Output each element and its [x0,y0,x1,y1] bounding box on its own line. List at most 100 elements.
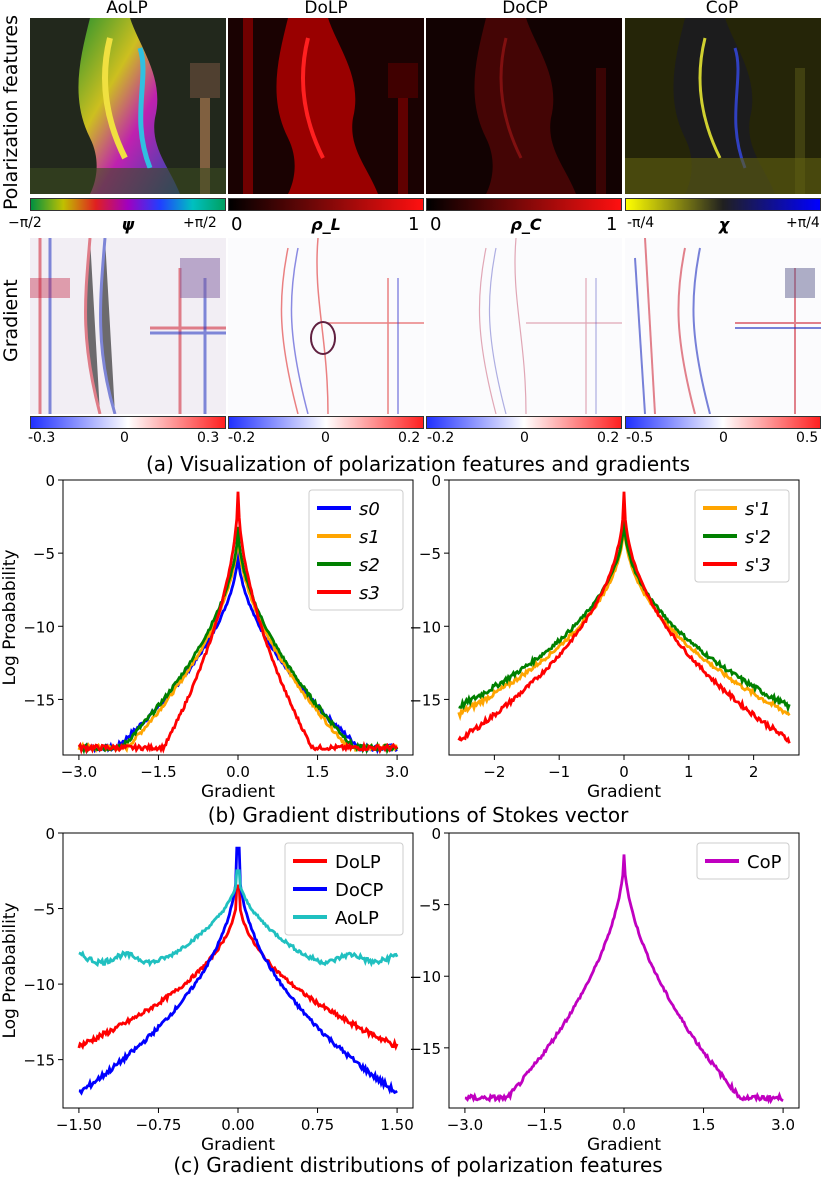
chart-2-xtick-label: 0.00 [221,1116,254,1134]
chart-3-ytick-label: −15 [409,1040,441,1058]
chart-3-legend-label-0: CoP [747,852,782,873]
aolp-bar-symbol: ψ [121,215,135,234]
chart-0-xtick-label: −3.0 [61,763,97,781]
chart-1-series-2 [457,491,791,744]
dolp-gradient-image [228,238,424,414]
chart-0-xtick-label: −1.5 [140,763,176,781]
chart-2-ytick-label: −5 [33,901,55,919]
chart-1-xtick-label: −1 [548,763,570,781]
chart-1-xtick-label: −2 [483,763,505,781]
chart-3-legend [696,842,790,880]
cop-bar-min: -π/4 [627,215,655,231]
chart-3-ytick-label: −10 [409,968,441,986]
chart-1-xtick-label: 2 [749,763,759,781]
chart-2-xlabel: Gradient [201,1135,275,1155]
chart-0-ytick-label: −5 [33,545,55,563]
chart-3-series-0 [464,854,784,1105]
chart-0-legend [308,489,404,611]
chart-0-ylabel: Log Proabability [0,549,20,685]
chart-3-xlabel: Gradient [587,1135,661,1155]
dolp-bar-symbol: ρ_L [311,215,341,234]
docp-bar-max: 1 [606,214,618,235]
chart-1-series-0 [457,516,791,722]
chart-0-legend-label-0: s0 [359,499,380,520]
cop-gradient-colorbar [625,416,821,429]
column-title-aolp: AoLP [106,0,148,18]
dolp-colorbar [228,198,424,211]
aolp-bar-min: −π/2 [8,215,42,231]
chart-1-xlabel: Gradient [587,782,661,802]
chart-0-legend-label-2: s2 [359,555,380,576]
docp-bar-symbol: ρ_C [510,215,542,234]
chart-2-ytick-label: 0 [45,825,55,843]
caption-c: (c) Gradient distributions of polarizati… [173,1153,663,1177]
docp-gradient-image [426,238,622,414]
dolp-grad-max: 0.2 [398,430,421,446]
chart-0-xlabel: Gradient [201,782,275,802]
chart-0-series-3 [77,491,399,755]
dolp-bar-max: 1 [408,214,420,235]
cop-gradient-image [625,238,821,414]
docp-grad-min: -0.2 [427,430,455,446]
chart-2-ylabel: Log Proabability [0,902,20,1038]
cop-bar-max: +π/4 [786,215,820,231]
chart-2-xtick-label: −1.50 [56,1116,102,1134]
chart-0-ytick-label: 0 [45,472,55,490]
chart-3-xtick-label: −3.0 [447,1116,483,1134]
chart-0-xtick-label: 3.0 [385,763,409,781]
column-title-dolp: DoLP [304,0,348,18]
aolp-gradient-colorbar [30,416,226,429]
chart-1-legend-label-2: s'3 [745,555,771,576]
chart-0-frame [62,479,414,756]
aolp-gradient-image [30,238,226,414]
chart-1-legend-label-0: s'1 [745,499,771,520]
chart-1-ytick-label: −5 [419,545,441,563]
chart-2-legend-label-1: DoCP [335,880,383,901]
chart-1-ytick-label: −10 [409,618,441,636]
chart-2-legend-label-2: AoLP [335,908,379,929]
chart-3-ytick-label: −5 [419,897,441,915]
chart-3-xtick-label: 0.0 [612,1116,636,1134]
chart-1-xtick-label: 1 [684,763,694,781]
aolp-colorbar [30,198,226,211]
cop-grad-max: 0.5 [796,430,819,446]
chart-1-series-1 [458,513,791,713]
chart-0-series-1 [77,531,398,754]
aolp-feature-image [30,18,226,194]
chart-2-series-1 [78,846,398,1096]
chart-2-series-2 [78,869,399,968]
dolp-grad-min: -0.2 [228,430,256,446]
aolp-grad-mid: 0 [120,430,129,446]
cop-feature-image [625,18,821,194]
chart-2-xtick-label: −0.75 [135,1116,181,1134]
docp-feature-image [426,18,622,194]
chart-3-xtick-label: −1.5 [526,1116,562,1134]
chart-1-ytick-label: −15 [409,691,441,709]
chart-1-legend [694,489,790,583]
chart-2-legend [284,842,404,936]
chart-2-series-0 [77,884,399,1051]
row-label-gradient: Gradient [0,279,22,362]
docp-grad-mid: 0 [520,430,529,446]
cop-grad-min: -0.5 [626,430,654,446]
chart-2-xtick-label: 1.50 [380,1116,413,1134]
chart-0-ytick-label: −15 [23,691,55,709]
dolp-feature-image [228,18,424,194]
docp-grad-max: 0.2 [597,430,620,446]
cop-colorbar [625,198,821,211]
docp-colorbar [426,198,622,211]
aolp-bar-max: +π/2 [183,215,217,231]
chart-0-xtick-label: 0.0 [226,763,250,781]
chart-0-ytick-label: −10 [23,618,55,636]
chart-2-ytick-label: −15 [23,1052,55,1070]
chart-0-series-0 [78,550,398,755]
dolp-bar-min: 0 [231,214,243,235]
chart-3-ytick-label: 0 [431,825,441,843]
chart-3-xtick-label: 3.0 [771,1116,795,1134]
caption-a: (a) Visualization of polarization featur… [145,452,691,476]
chart-1-xtick-label: 0 [619,763,629,781]
chart-2-frame [62,832,414,1109]
chart-0-series-2 [78,526,399,755]
cop-bar-symbol: χ [718,215,730,234]
dolp-grad-mid: 0 [321,430,330,446]
